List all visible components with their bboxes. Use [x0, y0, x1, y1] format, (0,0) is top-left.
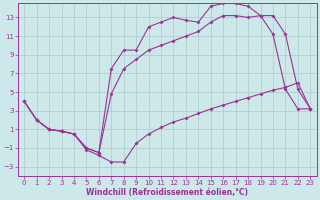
X-axis label: Windchill (Refroidissement éolien,°C): Windchill (Refroidissement éolien,°C) [86, 188, 248, 197]
